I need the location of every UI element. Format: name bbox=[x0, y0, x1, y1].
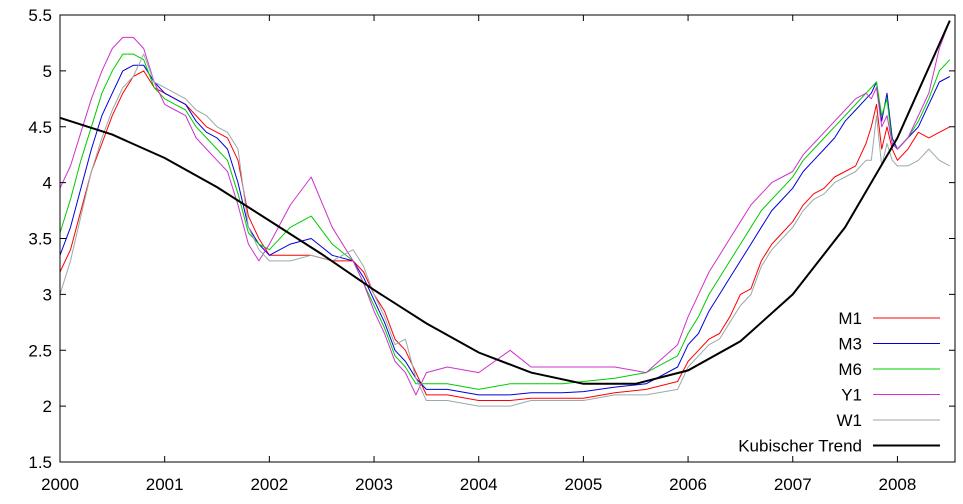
series-line-w1 bbox=[59, 53, 951, 407]
legend-label: M1 bbox=[838, 309, 862, 328]
x-tick-label: 2007 bbox=[774, 475, 812, 494]
x-tick-label: 2002 bbox=[250, 475, 288, 494]
y-tick-label: 2 bbox=[43, 397, 52, 416]
series-line-m6 bbox=[59, 53, 951, 390]
series-line-kubischer-trend bbox=[59, 20, 951, 385]
legend-label: Kubischer Trend bbox=[738, 437, 862, 456]
y-tick-label: 4.5 bbox=[28, 118, 52, 137]
series-layer bbox=[59, 20, 951, 407]
x-tick-label: 2004 bbox=[460, 475, 498, 494]
series-line-m1 bbox=[59, 70, 951, 401]
series-line-y1 bbox=[59, 20, 951, 396]
legend-label: W1 bbox=[837, 411, 863, 430]
x-tick-label: 2008 bbox=[879, 475, 917, 494]
x-tick-label: 2005 bbox=[564, 475, 602, 494]
x-tick-label: 2001 bbox=[146, 475, 184, 494]
y-tick-label: 4 bbox=[43, 174, 52, 193]
y-tick-label: 5.5 bbox=[28, 6, 52, 25]
legend-label: Y1 bbox=[841, 386, 862, 405]
y-tick-label: 1.5 bbox=[28, 453, 52, 472]
x-tick-label: 2006 bbox=[669, 475, 707, 494]
y-tick-label: 2.5 bbox=[28, 341, 52, 360]
series-line-m3 bbox=[59, 64, 951, 396]
y-tick-label: 3 bbox=[43, 285, 52, 304]
legend-label: M3 bbox=[838, 335, 862, 354]
y-tick-label: 5 bbox=[43, 62, 52, 81]
y-tick-label: 3.5 bbox=[28, 230, 52, 249]
legend-label: M6 bbox=[838, 360, 862, 379]
axis-layer: 2000 2001 2002 2003 2004 2005 2006 2007 2008 1.5 2… bbox=[28, 6, 955, 494]
x-tick-label: 2000 bbox=[41, 475, 79, 494]
x-tick-label: 2003 bbox=[355, 475, 393, 494]
legend: M1 M3 M6 Y1 W1 Kubischer Trend bbox=[738, 309, 940, 456]
